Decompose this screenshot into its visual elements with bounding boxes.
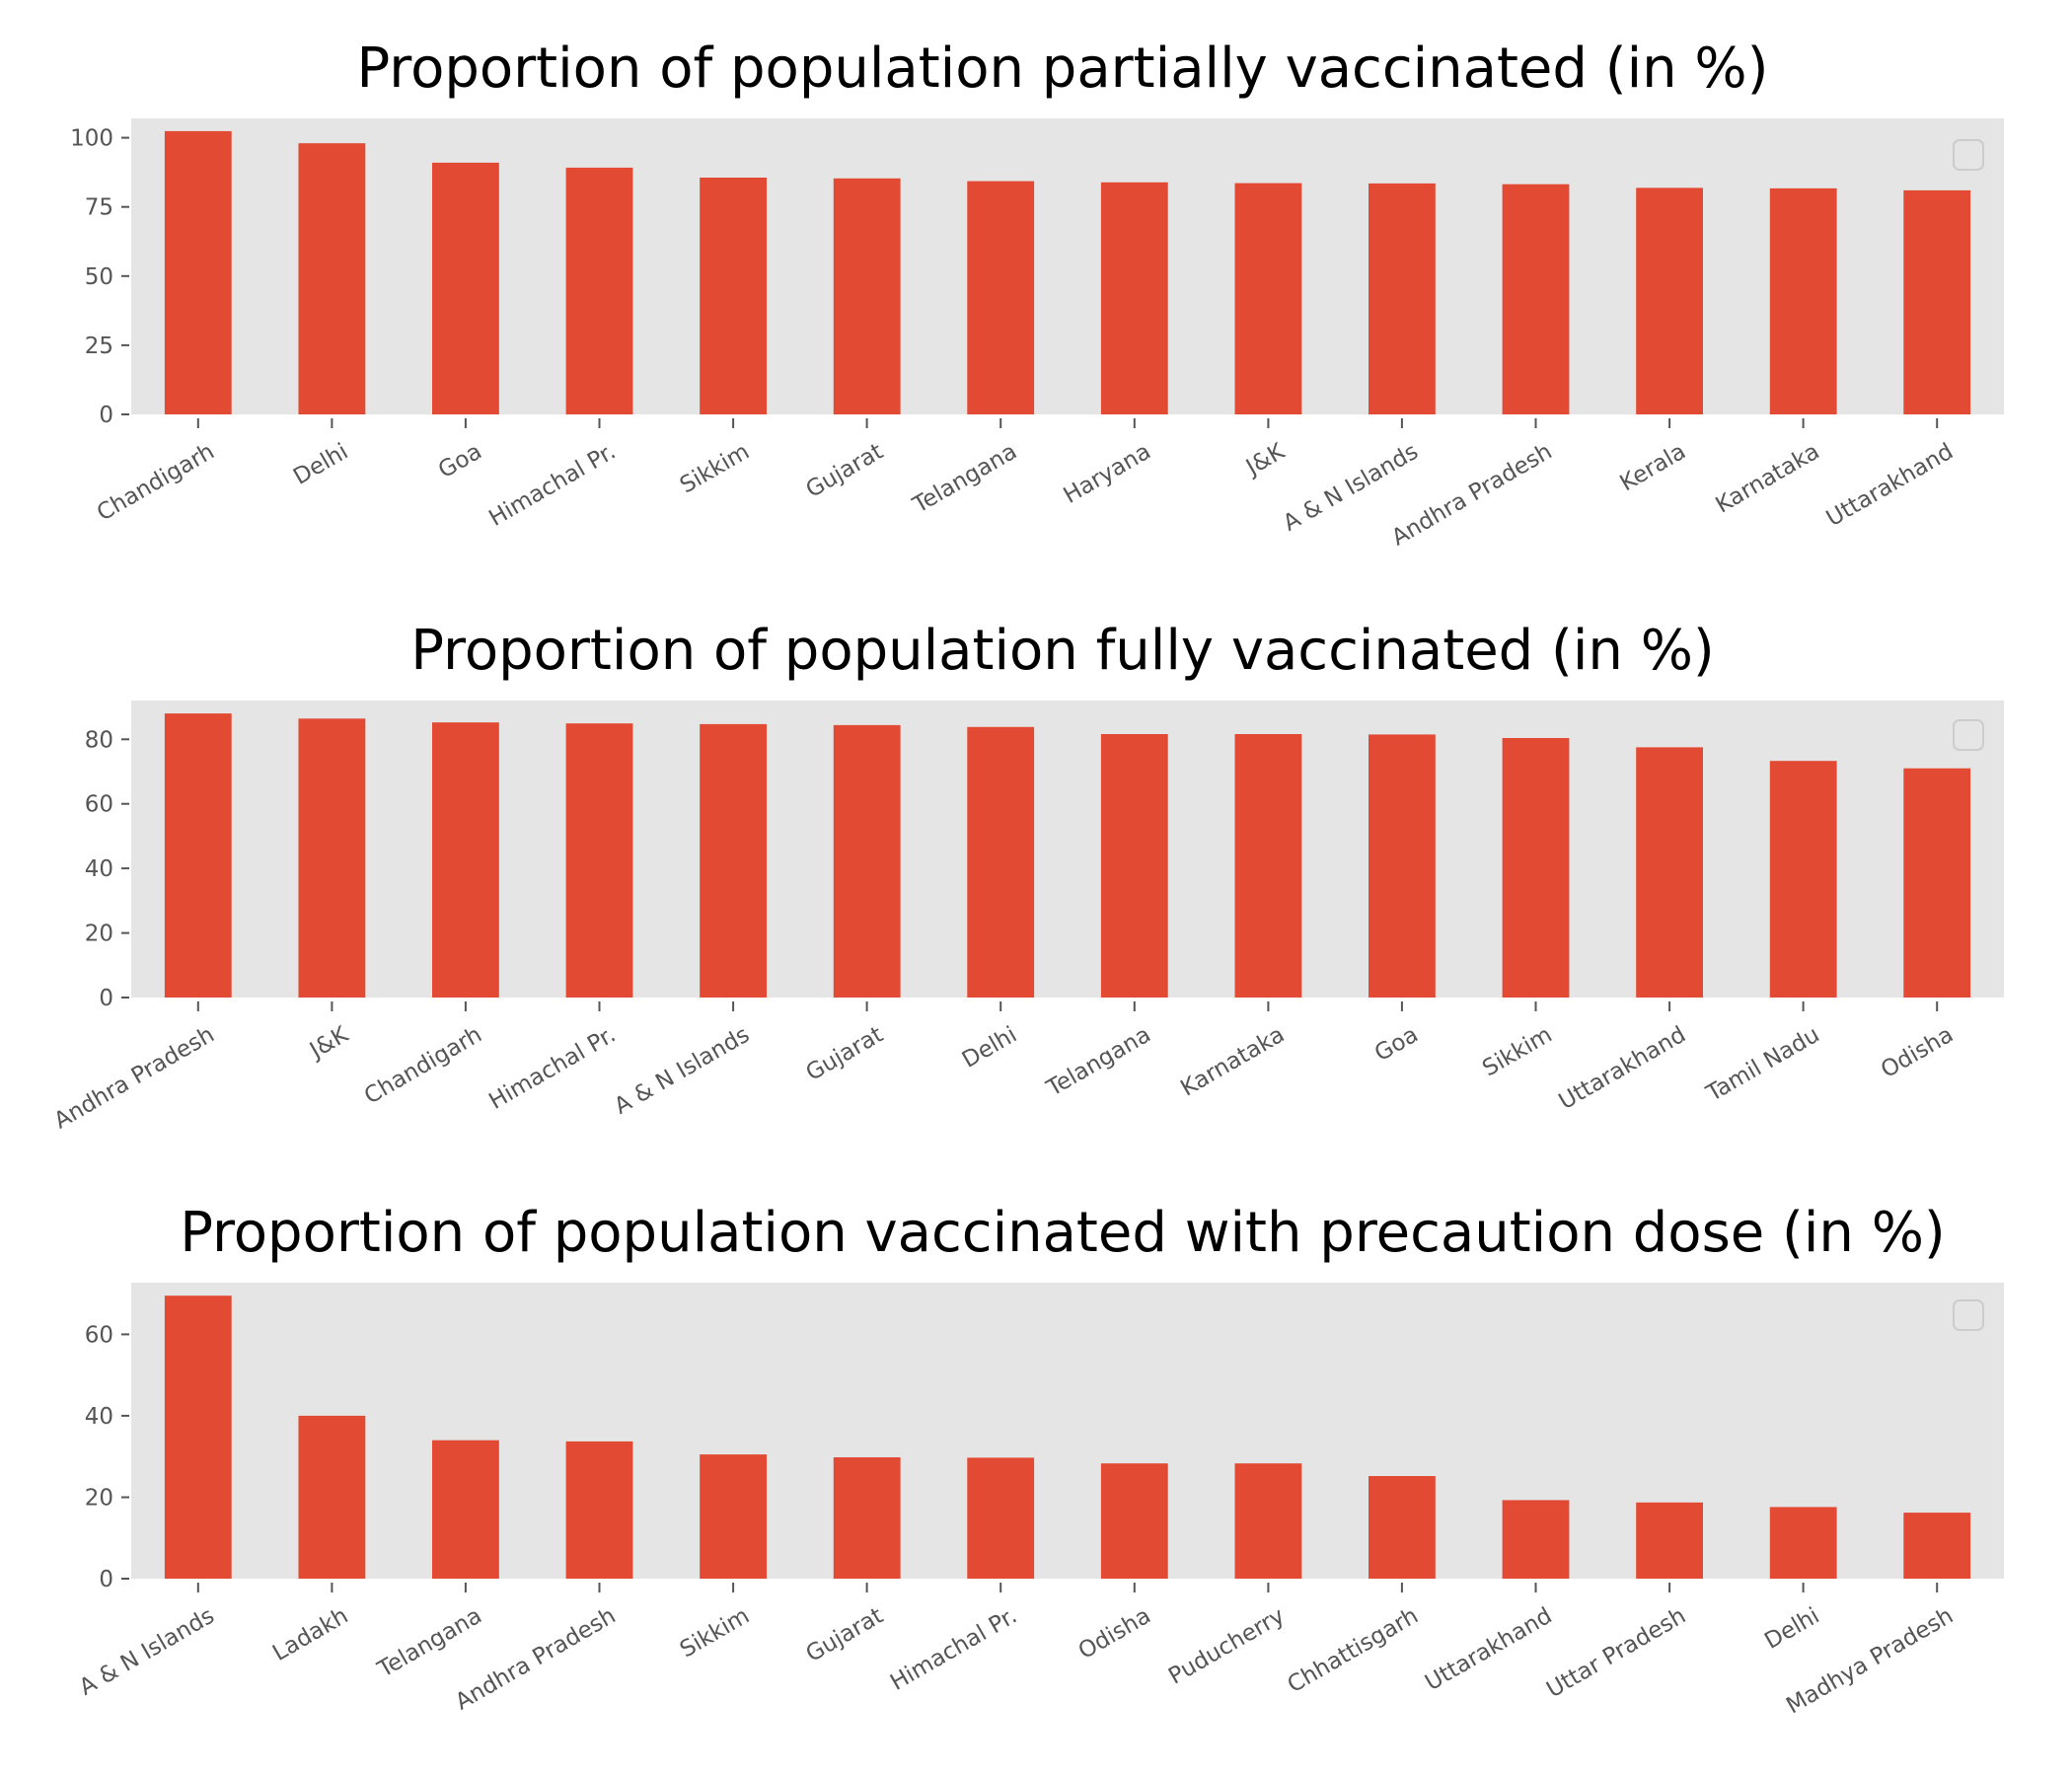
- empty-legend-box: [1953, 719, 1984, 751]
- y-axis: 0 20 40 60: [85, 1322, 129, 1592]
- y-tick-label: 40: [85, 1404, 113, 1430]
- bar-andhra-pradesh: [565, 1441, 633, 1579]
- y-tick-label: 50: [85, 264, 113, 290]
- plot-area: [131, 1283, 2004, 1579]
- y-tick-label: 20: [85, 922, 113, 947]
- bar-sikkim: [700, 178, 767, 414]
- bar-himachal-pr: [565, 167, 633, 414]
- plot-area: [131, 701, 2004, 998]
- bar-ladakh: [298, 1415, 366, 1579]
- chart-title: Proportion of population fully vaccinate…: [410, 619, 1715, 683]
- bar-madhya-pradesh: [1903, 1513, 1971, 1579]
- bar-chandigarh: [164, 130, 232, 414]
- bar-delhi: [1769, 1507, 1837, 1579]
- bar-group: [164, 130, 1971, 414]
- bar-gujarat: [833, 1457, 901, 1579]
- bar-andhra-pradesh: [164, 713, 232, 998]
- plot-area: [131, 118, 2004, 414]
- bar-delhi: [967, 726, 1035, 998]
- bar-delhi: [298, 143, 366, 414]
- bar-a-n-islands: [164, 1295, 232, 1579]
- bar-uttarakhand: [1636, 747, 1703, 998]
- y-tick-label: 0: [99, 403, 113, 428]
- bar-group: [164, 713, 1971, 998]
- bar-sikkim: [1502, 738, 1570, 998]
- y-axis: 0 25 50 75 100: [70, 126, 129, 428]
- y-tick-label: 0: [99, 986, 113, 1011]
- bar-karnataka: [1234, 734, 1302, 998]
- bar-karnataka: [1769, 187, 1837, 414]
- empty-legend-box: [1953, 139, 1984, 171]
- empty-legend-box: [1953, 1299, 1984, 1331]
- bar-gujarat: [833, 178, 901, 414]
- y-tick-label: 75: [85, 195, 113, 221]
- y-tick-label: 100: [70, 126, 113, 152]
- bar-a-n-islands: [700, 723, 767, 998]
- bar-puducherry: [1234, 1463, 1302, 1579]
- y-tick-label: 60: [85, 1322, 113, 1348]
- bar-chandigarh: [432, 722, 499, 998]
- bar-telangana: [1100, 734, 1168, 998]
- chart-title: Proportion of population partially vacci…: [356, 37, 1768, 101]
- bar-goa: [1369, 734, 1436, 998]
- bar-chhattisgarh: [1369, 1476, 1436, 1579]
- bar-uttarakhand: [1502, 1500, 1570, 1579]
- bar-tamil-nadu: [1769, 761, 1837, 998]
- bar-odisha: [1100, 1463, 1168, 1579]
- bar-group: [164, 1295, 1971, 1579]
- bar-gujarat: [833, 724, 901, 998]
- bar-j-k: [1234, 183, 1302, 414]
- bar-himachal-pr: [565, 723, 633, 998]
- y-tick-label: 20: [85, 1486, 113, 1512]
- bar-telangana: [967, 181, 1035, 414]
- bar-andhra-pradesh: [1502, 184, 1570, 414]
- y-tick-label: 60: [85, 792, 113, 818]
- y-tick-label: 0: [99, 1567, 113, 1592]
- bar-goa: [432, 162, 499, 414]
- bar-sikkim: [700, 1454, 767, 1579]
- bar-uttar-pradesh: [1636, 1502, 1703, 1579]
- y-tick-label: 80: [85, 727, 113, 753]
- bar-odisha: [1903, 768, 1971, 998]
- bar-j-k: [298, 718, 366, 998]
- bar-haryana: [1100, 182, 1168, 414]
- bar-himachal-pr: [967, 1457, 1035, 1579]
- chart-title: Proportion of population vaccinated with…: [180, 1201, 1946, 1265]
- y-axis: 0 20 40 60 80: [85, 727, 129, 1011]
- bar-uttarakhand: [1903, 189, 1971, 414]
- y-tick-label: 25: [85, 333, 113, 359]
- y-tick-label: 40: [85, 856, 113, 882]
- bar-telangana: [432, 1440, 499, 1579]
- bar-kerala: [1636, 187, 1703, 414]
- bar-a-n-islands: [1369, 183, 1436, 414]
